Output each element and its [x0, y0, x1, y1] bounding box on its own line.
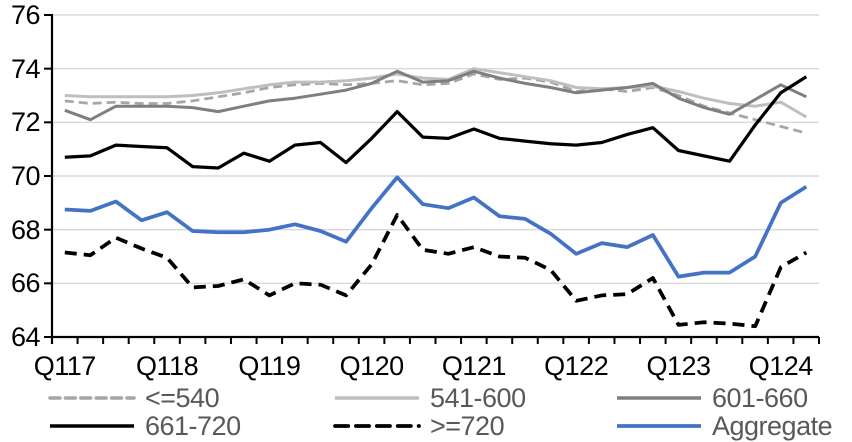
- x-tick-label: Q122: [544, 351, 609, 381]
- legend-item-lte540: <=540: [48, 383, 220, 413]
- x-tick-label: Q121: [441, 351, 507, 381]
- legend-label: >=720: [430, 411, 505, 441]
- x-tick-label: Q120: [339, 351, 405, 381]
- y-tick-label: 74: [10, 53, 41, 84]
- series-line-720: [64, 213, 808, 329]
- series-line-601660: [64, 69, 807, 122]
- y-tick-label: 76: [10, 0, 41, 30]
- legend-item-aggregate: Aggregate: [615, 411, 833, 441]
- series-line-661720: [64, 75, 808, 170]
- legend-marker-lte540-icon: [48, 396, 136, 400]
- legend-marker-601-660-icon: [617, 396, 701, 400]
- legend-label: 541-600: [430, 383, 526, 413]
- x-tick-label: Q119: [238, 351, 301, 381]
- legend-marker-661-720-icon: [50, 424, 134, 428]
- legend-label: Aggregate: [712, 411, 833, 441]
- legend-label: 601-660: [712, 383, 808, 413]
- x-tick-label: Q124: [748, 351, 814, 381]
- legend-item-601-660: 601-660: [615, 384, 808, 412]
- legend-label: <=540: [145, 383, 220, 413]
- series-line-Aggregate: [64, 175, 808, 279]
- legend-item-gte720: >=720: [333, 411, 505, 441]
- y-tick-label: 72: [10, 107, 41, 138]
- legend-label: 661-720: [145, 411, 241, 441]
- legend-marker-gte720-icon: [333, 424, 421, 428]
- x-tick-label: Q123: [646, 351, 711, 381]
- series-line-541600: [64, 67, 808, 119]
- legend-marker-aggregate-icon: [617, 424, 701, 428]
- y-tick-label: 68: [10, 214, 41, 245]
- y-tick-label: 64: [10, 322, 41, 352]
- x-tick-label: Q117: [33, 351, 97, 381]
- y-tick-label: 70: [10, 161, 41, 191]
- y-tick-label: 66: [10, 268, 41, 299]
- legend-item-661-720: 661-720: [48, 412, 241, 440]
- x-tick-label: Q118: [136, 351, 199, 381]
- legend-marker-541-600-icon: [335, 396, 419, 400]
- legend-item-541-600: 541-600: [333, 384, 526, 412]
